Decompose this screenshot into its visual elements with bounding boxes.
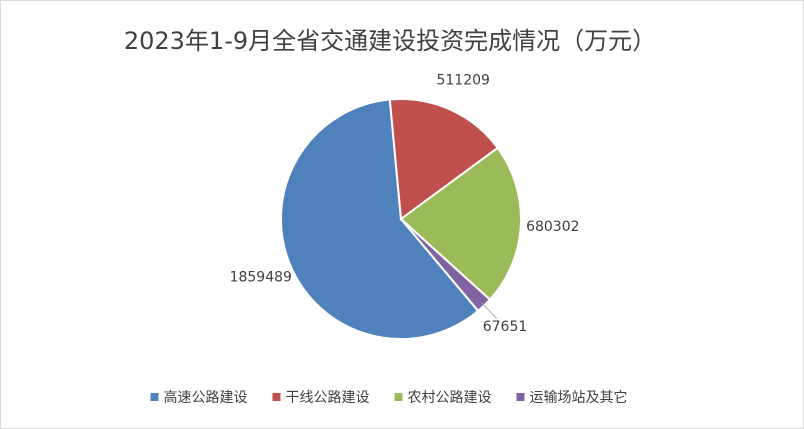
data-label: 511209 <box>436 72 489 88</box>
legend-swatch <box>394 393 403 401</box>
pie-slice <box>388 98 500 221</box>
legend-label: 运输场站及其它 <box>530 389 628 406</box>
legend-swatch <box>272 393 281 401</box>
legend-label: 农村公路建设 <box>408 390 492 406</box>
leader-line <box>481 302 498 319</box>
pie-slice <box>399 146 522 302</box>
data-label: 680302 <box>526 219 579 235</box>
data-label: 1859489 <box>230 270 292 286</box>
legend-label: 干线公路建设 <box>286 390 370 406</box>
chart-title: 2023年1-9月全省交通建设投资完成情况（万元） <box>124 27 656 55</box>
legend-swatch <box>516 393 525 401</box>
legend-swatch <box>150 393 159 401</box>
legend-label: 高速公路建设 <box>164 389 248 406</box>
pie-slice <box>280 98 480 340</box>
data-label: 67651 <box>483 319 528 335</box>
